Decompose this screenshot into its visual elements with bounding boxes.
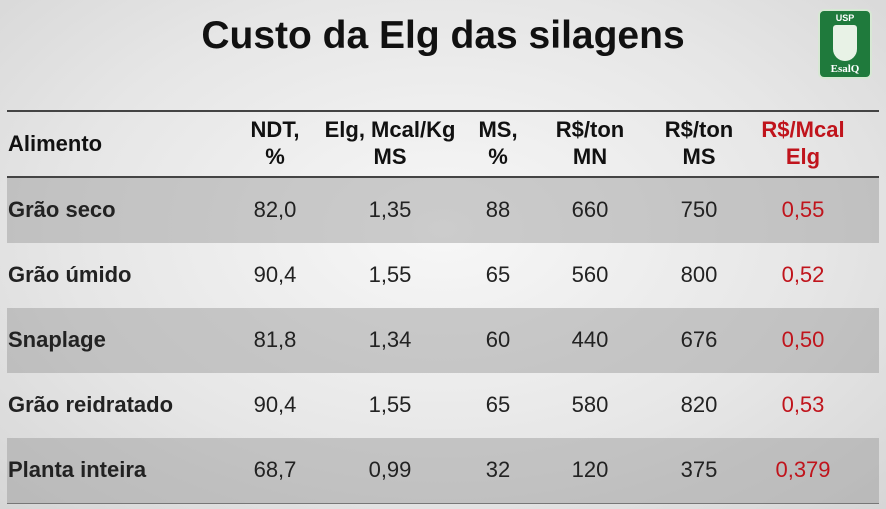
table-row: Grão úmido 90,4 1,55 65 560 800 0,52 <box>7 243 879 308</box>
logo: USP EsalQ <box>818 9 872 79</box>
table-cell: 0,55 <box>781 197 825 222</box>
logo-top: USP <box>835 13 855 23</box>
header-cell: Alimento <box>8 130 102 157</box>
header-line: MN <box>572 144 608 169</box>
header-line: R$/Mcal <box>761 117 845 142</box>
rule <box>7 176 879 178</box>
table-cell: 68,7 <box>253 457 297 482</box>
table-cell: 65 <box>485 392 511 417</box>
table-cell: 0,99 <box>368 457 412 482</box>
logo-bottom: EsalQ <box>830 63 860 75</box>
title: Custo da Elg das silagens <box>201 14 685 57</box>
header-line: NDT, <box>250 117 300 142</box>
header-cell: R$/ton MS <box>619 116 779 170</box>
table-cell: 81,8 <box>253 327 297 352</box>
header-cell: Elg, Mcal/Kg MS <box>310 116 470 170</box>
header-line: R$/ton <box>555 117 625 142</box>
table-row: Planta inteira 68,7 0,99 32 120 375 0,379 <box>7 438 879 503</box>
table-cell: 676 <box>680 327 718 352</box>
table-cell: 65 <box>485 262 511 287</box>
rule <box>7 503 879 504</box>
header-cell: R$/ton MN <box>510 116 670 170</box>
table-row: Snaplage 81,8 1,34 60 440 676 0,50 <box>7 308 879 373</box>
table-cell: 800 <box>680 262 718 287</box>
table-cell: 88 <box>485 197 511 222</box>
header-cell: MS,% <box>418 116 578 170</box>
header-line: R$/ton <box>664 117 734 142</box>
row-label: Snaplage <box>8 327 106 352</box>
table-row: Grão reidratado 90,4 1,55 65 580 820 0,53 <box>7 373 879 438</box>
header-cell: R$/Mcal Elg <box>723 116 883 170</box>
table-cell: 1,34 <box>368 327 412 352</box>
header-line: % <box>488 144 508 169</box>
table-cell: 660 <box>571 197 609 222</box>
header-line: MS <box>373 144 407 169</box>
table-cell: 560 <box>571 262 609 287</box>
header-line: % <box>265 144 285 169</box>
table-cell: 90,4 <box>253 262 297 287</box>
table-cell: 32 <box>485 457 511 482</box>
table-cell: 90,4 <box>253 392 297 417</box>
header-line: MS, <box>478 117 518 142</box>
table-cell: 440 <box>571 327 609 352</box>
table-cell: 0,52 <box>781 262 825 287</box>
table-cell: 1,35 <box>368 197 412 222</box>
header-line: Elg <box>785 144 821 169</box>
table-row: Grão seco 82,0 1,35 88 660 750 0,55 <box>7 178 879 243</box>
table-cell: 1,55 <box>368 262 412 287</box>
table-cell: 0,53 <box>781 392 825 417</box>
table-cell: 1,55 <box>368 392 412 417</box>
table-cell: 580 <box>571 392 609 417</box>
logo-emblem <box>833 25 857 61</box>
row-label: Planta inteira <box>8 457 147 482</box>
header-cell: NDT,% <box>195 116 355 170</box>
header-line: Elg, Mcal/Kg <box>324 117 456 142</box>
table-cell: 0,50 <box>781 327 825 352</box>
row-label: Grão seco <box>8 197 116 222</box>
table-cell: 820 <box>680 392 718 417</box>
header-line: Alimento <box>8 131 103 156</box>
rule <box>7 110 879 112</box>
table-cell: 375 <box>680 457 718 482</box>
table-cell: 750 <box>680 197 718 222</box>
header-line: MS <box>682 144 716 169</box>
table-cell: 60 <box>485 327 511 352</box>
row-label: Grão reidratado <box>8 392 174 417</box>
row-label: Grão úmido <box>8 262 132 287</box>
table-cell: 120 <box>571 457 609 482</box>
table-cell: 0,379 <box>775 457 831 482</box>
table-cell: 82,0 <box>253 197 297 222</box>
